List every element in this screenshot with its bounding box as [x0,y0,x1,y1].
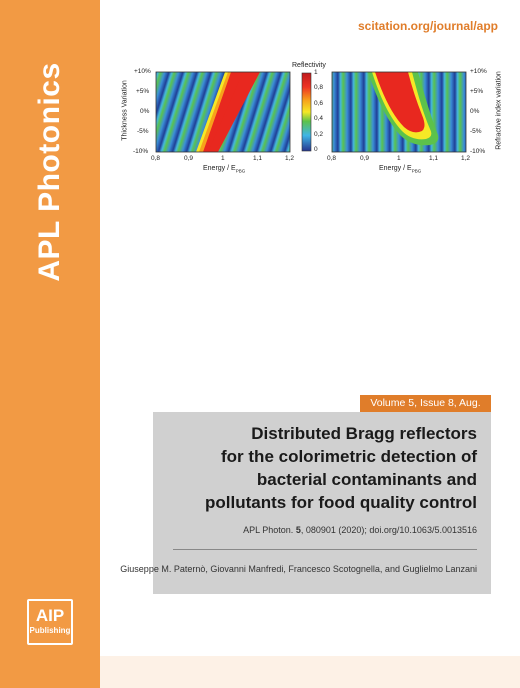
left-map [156,72,290,152]
colorbar-title: Reflectivity [292,62,326,69]
citation-journal: APL Photon. [243,525,296,535]
issue-banner: Volume 5, Issue 8, Aug. 2020 [360,395,491,426]
left-y-tick: -10% [133,148,149,155]
colorbar-tick: 0,2 [314,131,324,138]
cover-figure: Reflectivity 1 0,8 0,6 0,4 0,2 0 +10% +5… [100,55,520,195]
title-line: pollutants for food quality control [205,493,477,512]
right-x-label: Energy / EPBG [379,165,421,173]
right-x-tick: 0,9 [360,155,370,162]
left-y-tick: -5% [137,128,149,135]
divider [173,549,477,550]
colorbar-tick: 0 [314,146,318,153]
colorbar [301,72,312,152]
right-x-tick: 1 [397,155,401,162]
right-x-tick: 0,8 [327,155,337,162]
left-y-label: Thickness Variation [121,80,129,141]
right-y-tick: +5% [470,88,484,95]
title-line: for the colorimetric detection of [221,447,477,466]
left-y-tick: +5% [136,88,150,95]
orange-spine [0,0,100,688]
right-y-tick: -5% [470,128,482,135]
left-x-tick: 1,1 [253,155,263,162]
right-y-tick: 0% [470,108,480,115]
aip-publishing-logo: AIP Publishing [27,599,73,645]
left-x-tick: 0,9 [184,155,194,162]
right-x-tick: 1,1 [429,155,439,162]
article-box: Distributed Bragg reflectors for the col… [120,412,491,594]
right-x-tick: 1,2 [461,155,471,162]
right-x-label-text: Energy / E [379,165,412,172]
left-x-tick: 0,8 [151,155,161,162]
left-x-tick: 1 [221,155,225,162]
article-citation[interactable]: APL Photon. 5, 080901 (2020); doi.org/10… [243,525,477,535]
footer-band [100,656,520,688]
left-y-tick: 0% [140,108,150,115]
title-line: Distributed Bragg reflectors [251,424,477,443]
logo-subtext: Publishing [29,626,71,635]
left-x-label-text: Energy / E [203,165,236,172]
right-map [332,72,466,152]
left-x-label-sub: PBG [235,168,246,174]
logo-text: AIP [35,606,65,625]
citation-volume: 5 [295,525,301,535]
colorbar-tick: 0,8 [314,84,324,91]
journal-url[interactable]: scitation.org/journal/app [357,19,498,33]
article-authors: Giuseppe M. Paternò, Giovanni Manfredi, … [120,564,477,574]
citation-doi: , 080901 (2020); doi.org/10.1063/5.00135… [300,525,477,535]
right-x-label-sub: PBG [411,168,422,174]
colorbar-tick: 1 [314,69,318,76]
left-x-tick: 1,2 [285,155,295,162]
right-y-tick: -10% [470,148,486,155]
right-y-tick: +10% [470,68,487,75]
title-line: bacterial contaminants and [256,470,477,489]
reflectivity-maps [155,71,467,153]
journal-name: APL Photonics [33,62,66,282]
colorbar-tick: 0,6 [314,100,324,107]
left-y-tick: +10% [134,68,151,75]
colorbar-tick: 0,4 [314,115,324,122]
left-x-label: Energy / EPBG [203,165,245,173]
article-title: Distributed Bragg reflectors for the col… [167,422,477,514]
right-y-label: Refractive index variation [495,71,503,150]
